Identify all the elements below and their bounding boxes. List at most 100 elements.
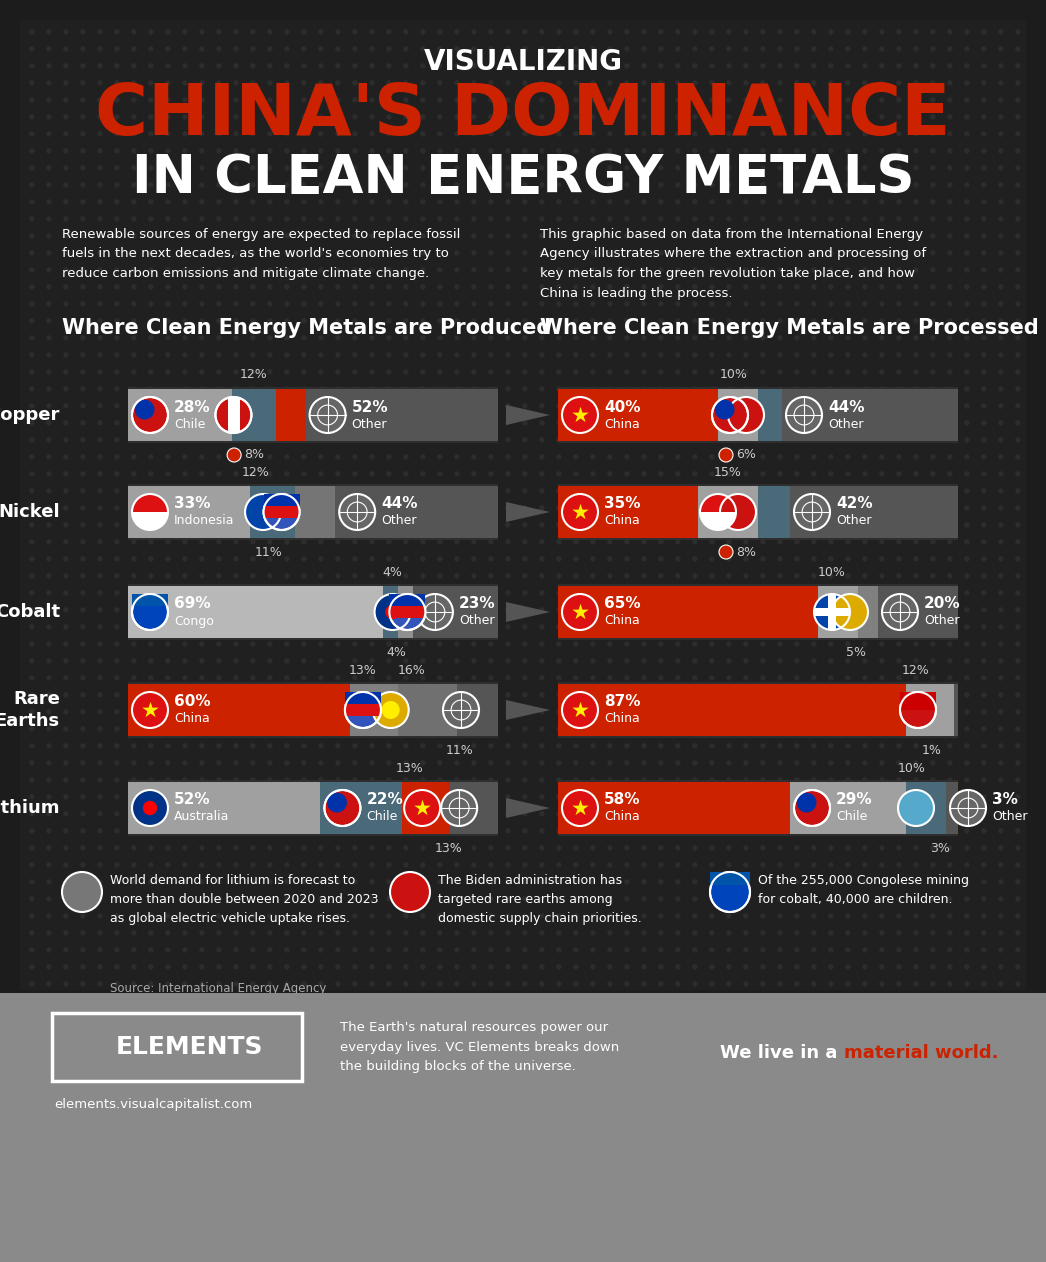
Circle shape (846, 149, 850, 153)
Circle shape (30, 285, 33, 289)
Circle shape (319, 659, 323, 663)
Circle shape (659, 149, 663, 153)
Circle shape (880, 387, 884, 391)
Circle shape (217, 422, 221, 425)
Circle shape (319, 711, 323, 714)
Circle shape (149, 387, 153, 391)
Circle shape (336, 199, 340, 204)
Circle shape (744, 353, 748, 357)
Circle shape (149, 353, 153, 357)
Circle shape (62, 872, 103, 912)
Circle shape (217, 761, 221, 765)
Circle shape (149, 914, 153, 917)
Circle shape (234, 743, 237, 748)
Circle shape (200, 30, 204, 34)
Text: 12%: 12% (902, 664, 930, 676)
Circle shape (608, 982, 612, 986)
Circle shape (488, 574, 493, 578)
Circle shape (488, 863, 493, 867)
Circle shape (132, 727, 136, 731)
Circle shape (302, 506, 305, 510)
Circle shape (404, 30, 408, 34)
Circle shape (64, 642, 68, 646)
Circle shape (30, 64, 33, 68)
Circle shape (302, 676, 305, 680)
Circle shape (506, 268, 509, 271)
Circle shape (115, 761, 119, 765)
Circle shape (64, 540, 68, 544)
Circle shape (166, 115, 169, 119)
Circle shape (506, 897, 509, 901)
Circle shape (302, 931, 305, 935)
Circle shape (948, 795, 952, 799)
Circle shape (676, 165, 680, 170)
Circle shape (387, 846, 391, 849)
Circle shape (488, 438, 493, 442)
Circle shape (828, 931, 833, 935)
Circle shape (608, 880, 612, 883)
Circle shape (896, 846, 901, 849)
Circle shape (982, 199, 986, 204)
Circle shape (336, 149, 340, 153)
Circle shape (132, 880, 136, 883)
Circle shape (285, 336, 289, 339)
Circle shape (285, 319, 289, 323)
Circle shape (676, 811, 680, 817)
Circle shape (30, 693, 33, 697)
Circle shape (778, 897, 782, 901)
Circle shape (744, 693, 748, 697)
Circle shape (760, 115, 765, 119)
Circle shape (642, 914, 645, 917)
Circle shape (574, 199, 577, 204)
Circle shape (760, 302, 765, 305)
Circle shape (302, 47, 305, 50)
Circle shape (1016, 948, 1020, 952)
Circle shape (540, 795, 544, 799)
Circle shape (846, 233, 850, 239)
Circle shape (200, 302, 204, 305)
Circle shape (64, 199, 68, 204)
Circle shape (370, 795, 373, 799)
Circle shape (420, 574, 425, 578)
Text: 10%: 10% (720, 369, 748, 381)
Circle shape (964, 268, 969, 271)
Circle shape (268, 727, 272, 731)
Circle shape (880, 965, 884, 969)
Circle shape (217, 404, 221, 408)
Circle shape (760, 557, 765, 560)
Circle shape (234, 422, 237, 425)
Circle shape (948, 115, 952, 119)
Circle shape (268, 863, 272, 867)
Circle shape (251, 233, 255, 239)
Circle shape (302, 472, 305, 476)
Circle shape (692, 472, 697, 476)
Circle shape (744, 133, 748, 136)
Circle shape (1016, 217, 1020, 221)
Circle shape (642, 199, 645, 204)
Circle shape (81, 183, 85, 187)
Circle shape (166, 183, 169, 187)
Circle shape (676, 98, 680, 102)
Circle shape (143, 801, 157, 815)
Circle shape (914, 47, 918, 50)
Circle shape (132, 948, 136, 952)
Circle shape (896, 914, 901, 917)
Circle shape (268, 472, 272, 476)
Circle shape (931, 948, 935, 952)
Circle shape (455, 454, 459, 459)
Circle shape (999, 574, 1003, 578)
Bar (558, 389, 718, 440)
Circle shape (846, 438, 850, 442)
Circle shape (370, 319, 373, 323)
Circle shape (659, 133, 663, 136)
Circle shape (285, 404, 289, 408)
Circle shape (132, 217, 136, 221)
Circle shape (47, 133, 51, 136)
Circle shape (336, 540, 340, 544)
Circle shape (200, 98, 204, 102)
Circle shape (149, 285, 153, 289)
Circle shape (81, 931, 85, 935)
Circle shape (556, 165, 561, 170)
Circle shape (914, 422, 918, 425)
Circle shape (268, 811, 272, 817)
